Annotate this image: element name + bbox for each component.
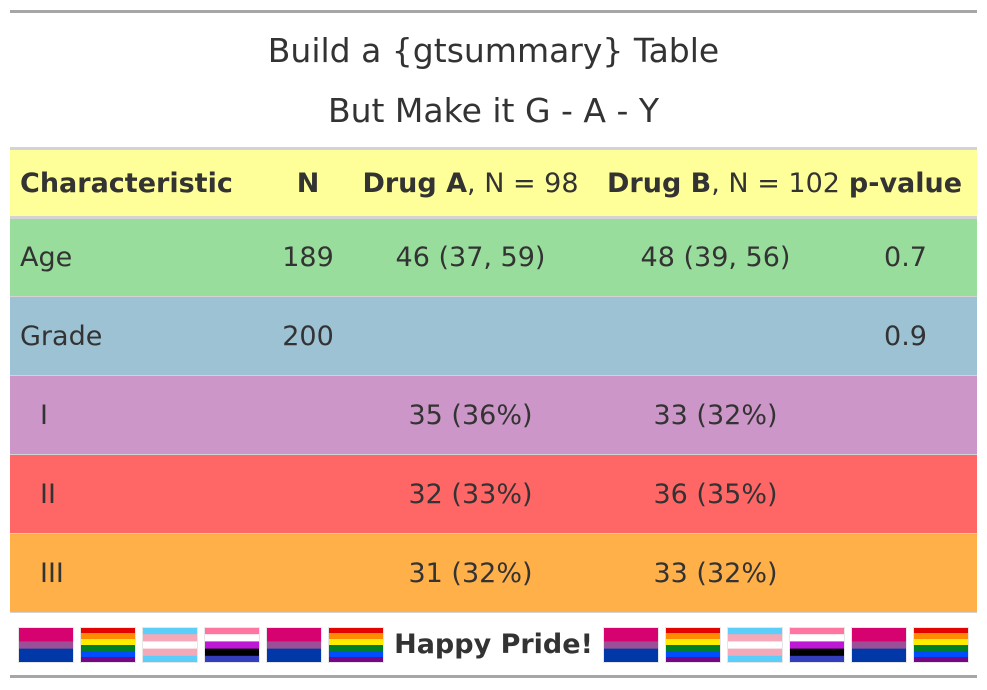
row-n xyxy=(272,375,344,455)
row-drug-b: 48 (39, 56) xyxy=(597,217,834,297)
row-drug-a: 31 (32%) xyxy=(344,533,597,613)
row-label: Grade xyxy=(10,296,272,376)
top-rule xyxy=(10,10,977,13)
bisexual-flag-icon xyxy=(266,626,323,663)
header-characteristic: Characteristic xyxy=(10,147,272,219)
row-n: 200 xyxy=(272,296,344,376)
row-drug-b: 36 (35%) xyxy=(597,454,834,534)
row-p-value xyxy=(834,375,977,455)
table-row-grade-ii: II 32 (33%) 36 (35%) xyxy=(10,454,977,534)
header-n: N xyxy=(272,147,344,219)
header-p-value: p-value xyxy=(834,147,977,219)
summary-table: Characteristic N Drug A, N = 98 Drug B, … xyxy=(10,147,977,613)
row-drug-a xyxy=(344,296,597,376)
table-row-grade-iii: III 31 (32%) 33 (32%) xyxy=(10,533,977,613)
rainbow-flag-icon xyxy=(912,626,969,663)
table-container: Build a {gtsummary} Table But Make it G … xyxy=(10,10,977,678)
table-row-grade: Grade 200 0.9 xyxy=(10,296,977,376)
row-label: II xyxy=(10,454,272,534)
row-p-value xyxy=(834,533,977,613)
row-p-value: 0.9 xyxy=(834,296,977,376)
row-p-value xyxy=(834,454,977,534)
row-drug-a: 35 (36%) xyxy=(344,375,597,455)
row-p-value: 0.7 xyxy=(834,217,977,297)
table-row-age: Age 189 46 (37, 59) 48 (39, 56) 0.7 xyxy=(10,217,977,297)
table-subtitle: But Make it G - A - Y xyxy=(327,91,660,130)
rainbow-flag-icon xyxy=(80,626,137,663)
bisexual-flag-icon xyxy=(850,626,907,663)
header-drug-a: Drug A, N = 98 xyxy=(344,147,597,219)
row-drug-b: 33 (32%) xyxy=(597,533,834,613)
header-row: Characteristic N Drug A, N = 98 Drug B, … xyxy=(10,147,977,219)
header-drug-b: Drug B, N = 102 xyxy=(597,147,840,219)
row-drug-a: 46 (37, 59) xyxy=(344,217,597,297)
transgender-flag-icon xyxy=(726,626,783,663)
bisexual-flag-icon xyxy=(18,626,74,663)
rainbow-flag-icon xyxy=(328,626,385,663)
footnote-text: Happy Pride! xyxy=(394,629,593,660)
bisexual-flag-icon xyxy=(602,626,659,663)
transgender-flag-icon xyxy=(142,626,199,663)
row-label: III xyxy=(10,533,272,613)
row-n xyxy=(272,533,344,613)
table-footnote: Happy Pride! xyxy=(10,617,977,672)
row-label: I xyxy=(10,375,272,455)
bottom-rule xyxy=(10,675,977,678)
row-n xyxy=(272,454,344,534)
row-n: 189 xyxy=(272,217,344,297)
row-label: Age xyxy=(10,217,272,297)
genderfluid-flag-icon xyxy=(788,626,845,663)
row-drug-a: 32 (33%) xyxy=(344,454,597,534)
table-title: Build a {gtsummary} Table xyxy=(267,31,720,70)
genderfluid-flag-icon xyxy=(204,626,261,663)
rainbow-flag-icon xyxy=(664,626,721,663)
table-row-grade-i: I 35 (36%) 33 (32%) xyxy=(10,375,977,455)
row-drug-b: 33 (32%) xyxy=(597,375,834,455)
row-drug-b xyxy=(597,296,834,376)
